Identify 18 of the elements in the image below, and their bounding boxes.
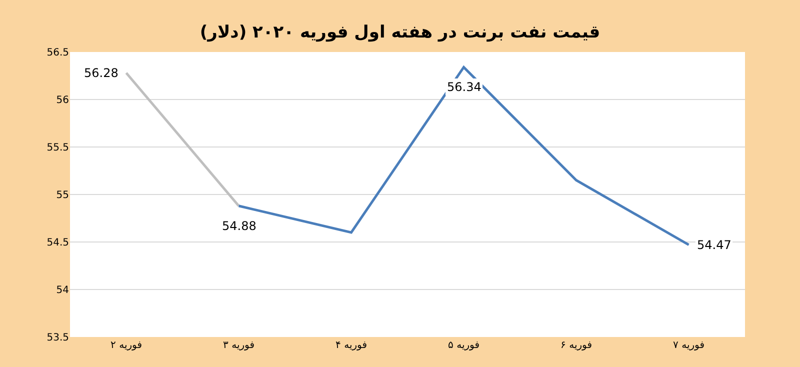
data-label: 56.34	[447, 80, 482, 94]
x-tick-label: ۴ فوریه	[336, 340, 368, 351]
data-label: 56.28	[84, 66, 118, 80]
y-tick-label: 55	[56, 190, 69, 201]
x-tick-label: ۲ فوریه	[110, 340, 142, 351]
x-tick-label: ۵ فوریه	[448, 340, 480, 351]
data-label: 54.47	[697, 238, 732, 252]
y-tick-label: 54	[56, 285, 69, 296]
chart-title: قیمت نفت برنت در هفته اول فوریه ۲۰۲۰ (دلار)	[200, 22, 600, 43]
y-tick-label: 56.5	[46, 48, 69, 58]
y-tick-label: 53.5	[46, 332, 69, 344]
y-tick-label: 55.5	[46, 142, 69, 154]
x-tick-label: ۶ فوریه	[560, 340, 592, 351]
x-tick-label: ۷ فوریه	[673, 340, 705, 351]
x-tick-label: ۳ فوریه	[223, 340, 255, 351]
y-tick-label: 56	[56, 95, 69, 106]
data-label: 54.88	[222, 219, 256, 233]
y-tick-label: 54.5	[46, 238, 69, 248]
